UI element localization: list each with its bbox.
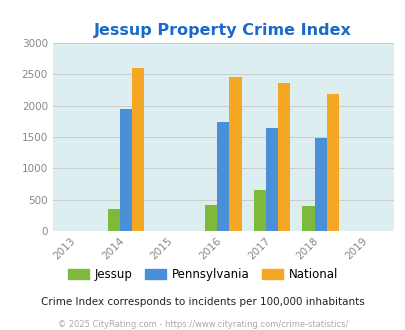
Bar: [107, 209, 119, 231]
Text: © 2025 CityRating.com - https://www.cityrating.com/crime-statistics/: © 2025 CityRating.com - https://www.city…: [58, 319, 347, 329]
Bar: [302, 206, 314, 231]
Bar: [205, 205, 217, 231]
Bar: [277, 83, 290, 231]
Bar: [119, 109, 132, 231]
Bar: [326, 94, 338, 231]
Title: Jessup Property Crime Index: Jessup Property Crime Index: [94, 22, 352, 38]
Bar: [253, 190, 265, 231]
Bar: [132, 68, 144, 231]
Text: Crime Index corresponds to incidents per 100,000 inhabitants: Crime Index corresponds to incidents per…: [41, 297, 364, 307]
Bar: [229, 77, 241, 231]
Bar: [265, 128, 277, 231]
Bar: [314, 138, 326, 231]
Bar: [217, 122, 229, 231]
Legend: Jessup, Pennsylvania, National: Jessup, Pennsylvania, National: [63, 263, 342, 286]
